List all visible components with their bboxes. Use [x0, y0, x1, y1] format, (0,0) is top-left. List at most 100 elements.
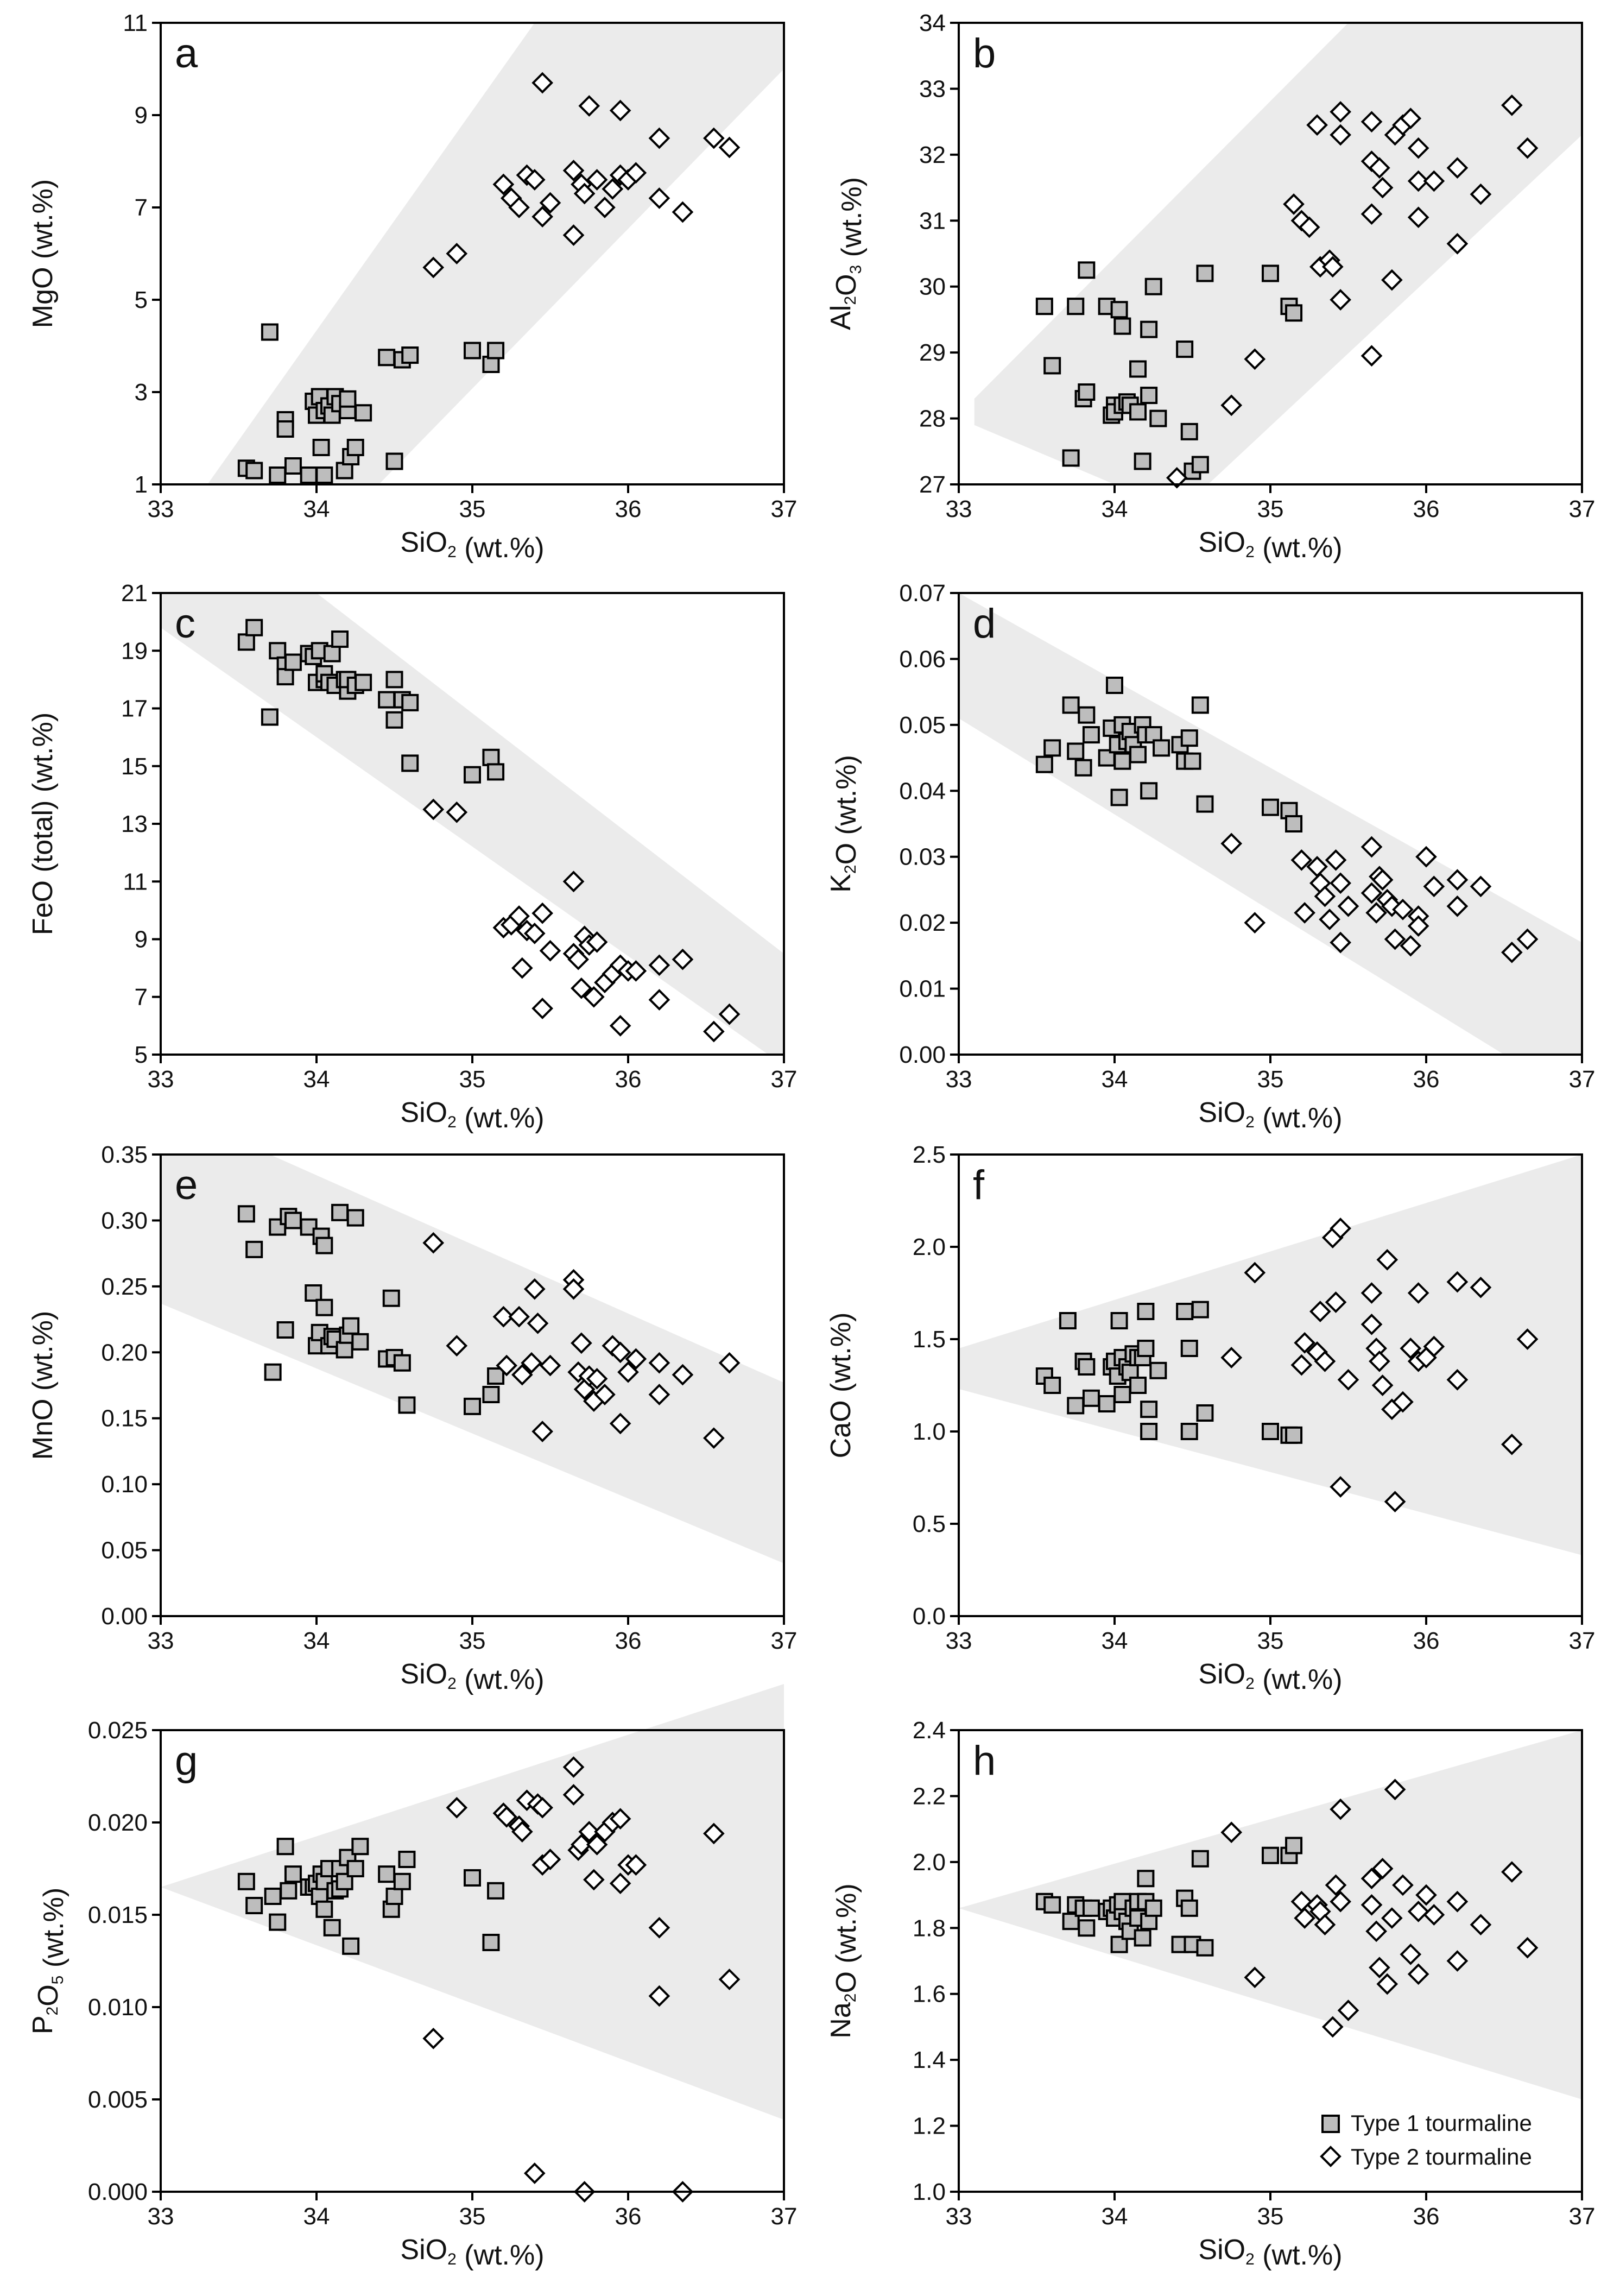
x-tick-label: 33: [946, 496, 972, 522]
data-point-type2: [672, 948, 694, 970]
x-tick-label: 34: [1102, 1066, 1128, 1093]
data-point-type1: [482, 356, 500, 373]
y-tick-label: 5: [135, 1042, 148, 1068]
panel-e-letter: e: [175, 1162, 198, 1208]
data-point-type2: [1516, 1328, 1539, 1350]
panel-h-series-type1: [1035, 1837, 1303, 1957]
y-tick-label: 27: [919, 471, 946, 498]
data-point-type2: [1423, 170, 1445, 192]
data-point-type2: [1321, 2016, 1344, 2038]
data-point-type2: [1423, 1335, 1445, 1358]
data-point-type2: [586, 169, 608, 191]
data-point-type2: [1400, 935, 1422, 957]
data-point-type2: [1220, 1821, 1243, 1844]
y-tick-label: 1: [135, 471, 148, 498]
data-point-type1: [1110, 301, 1128, 319]
legend-type2-diamond-marker: [1320, 2146, 1341, 2167]
panel-e-y-axis-title: MnO (wt.%): [27, 1311, 59, 1460]
x-tick-label: 33: [946, 1066, 972, 1093]
data-point-type2: [1314, 885, 1336, 907]
data-point-type2: [1470, 875, 1492, 898]
data-point-type2: [1470, 183, 1492, 205]
data-point-type2: [583, 1869, 605, 1891]
data-point-type1: [401, 754, 419, 772]
data-point-type2: [571, 1332, 592, 1354]
data-point-type2: [648, 989, 670, 1011]
data-point-type1: [276, 420, 294, 438]
panel-c-trend-band: [161, 593, 784, 1055]
data-point-type2: [1392, 899, 1414, 920]
data-point-type2: [594, 197, 616, 218]
x-tick-label: 36: [615, 1628, 642, 1654]
data-point-type2: [1392, 1391, 1414, 1413]
x-tick-label: 35: [459, 1066, 486, 1093]
y-tick-label: 2.4: [913, 1717, 946, 1744]
data-point-type2: [422, 798, 445, 821]
data-point-type2: [422, 1232, 445, 1254]
data-point-type1: [276, 1321, 294, 1339]
y-tick-label: 0.05: [899, 712, 946, 739]
panel-g-letter: g: [175, 1738, 198, 1784]
data-point-type1: [1191, 456, 1209, 474]
data-point-type2: [1330, 1476, 1351, 1498]
data-point-type1: [464, 342, 481, 359]
data-point-type2: [1244, 1261, 1266, 1284]
data-point-type1: [245, 462, 263, 480]
data-point-type1: [1078, 383, 1096, 401]
data-point-type1: [1180, 1899, 1198, 1917]
data-point-type2: [508, 905, 530, 927]
data-point-type1: [1110, 1312, 1128, 1329]
x-tick-label: 35: [459, 2203, 486, 2230]
y-tick-label: 32: [919, 142, 946, 168]
data-point-type2: [1400, 1944, 1422, 1965]
data-point-type2: [1371, 1858, 1394, 1879]
x-tick-label: 33: [148, 2203, 174, 2230]
panel-e-series-type2: [422, 1232, 741, 1449]
data-point-type1: [1191, 1850, 1209, 1868]
data-point-type2: [567, 948, 589, 970]
panel-d-letter: d: [973, 601, 996, 647]
data-point-type1: [280, 1882, 298, 1900]
data-point-type2: [1330, 101, 1351, 123]
data-point-type1: [1191, 696, 1209, 714]
x-tick-label: 37: [1569, 1628, 1596, 1654]
data-point-type1: [1082, 1389, 1100, 1407]
y-tick-label: 1.0: [913, 2179, 946, 2205]
data-point-type1: [331, 630, 349, 648]
y-tick-label: 0.01: [899, 976, 946, 1002]
panel-h-trend-band: [959, 1730, 1582, 2099]
data-point-type2: [562, 1278, 585, 1300]
x-tick-label: 35: [459, 1628, 486, 1654]
x-tick-label: 36: [615, 2203, 642, 2230]
data-point-type1: [487, 1882, 505, 1900]
data-point-type2: [539, 1354, 561, 1377]
data-point-type1: [1153, 739, 1170, 757]
panel-b-x-axis-title: SiO2 (wt.%): [1198, 527, 1342, 564]
panel-g-y-axis-title: P2O5 (wt.%): [27, 1888, 69, 2034]
data-point-type1: [1078, 261, 1096, 279]
y-tick-label: 7: [135, 194, 148, 221]
x-tick-label: 34: [303, 496, 330, 522]
data-point-type2: [531, 1421, 553, 1442]
y-tick-label: 0.020: [88, 1809, 148, 1836]
data-point-type1: [1176, 340, 1194, 358]
data-point-type1: [1035, 755, 1053, 773]
data-point-type2: [1321, 256, 1344, 278]
data-point-type1: [1196, 1939, 1214, 1957]
data-point-type2: [1314, 1350, 1336, 1372]
data-point-type2: [562, 1756, 585, 1778]
x-tick-label: 33: [946, 1628, 972, 1654]
panel-g-x-axis-title: SiO2 (wt.%): [400, 2234, 544, 2271]
data-point-type2: [1446, 1368, 1469, 1391]
data-point-type1: [1144, 277, 1162, 295]
data-point-type1: [245, 1240, 263, 1258]
data-point-type2: [1400, 1338, 1422, 1359]
data-point-type1: [378, 1865, 396, 1883]
y-tick-label: 0.05: [101, 1537, 148, 1564]
data-point-type1: [1062, 696, 1080, 714]
data-point-type1: [261, 323, 279, 341]
data-point-type2: [1516, 928, 1539, 950]
data-point-type2: [1371, 869, 1394, 891]
data-point-type1: [284, 457, 302, 475]
